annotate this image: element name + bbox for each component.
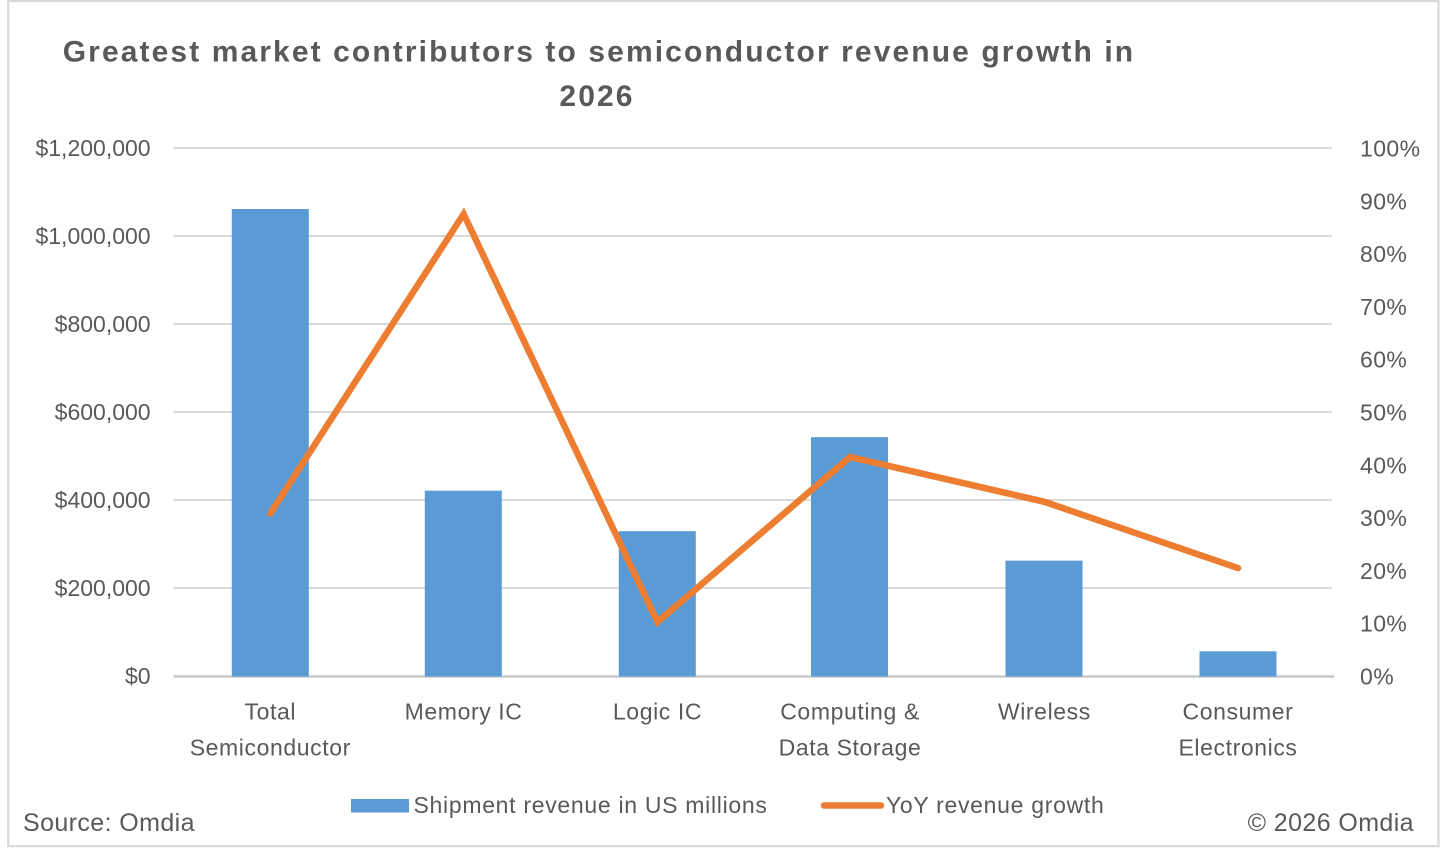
svg-text:YoY revenue growth: YoY revenue growth <box>886 792 1104 818</box>
svg-text:Shipment revenue in US million: Shipment revenue in US millions <box>414 792 768 818</box>
svg-text:0%: 0% <box>1360 664 1394 690</box>
svg-text:Greatest market contributors t: Greatest market contributors to semicond… <box>63 36 1135 69</box>
svg-text:Source: Omdia: Source: Omdia <box>23 809 195 837</box>
svg-text:$1,200,000: $1,200,000 <box>35 135 150 161</box>
svg-text:© 2026 Omdia: © 2026 Omdia <box>1248 809 1414 837</box>
svg-text:Electronics: Electronics <box>1178 735 1297 761</box>
svg-text:Semiconductor: Semiconductor <box>190 735 351 761</box>
svg-text:$800,000: $800,000 <box>55 311 151 337</box>
svg-text:$0: $0 <box>125 663 151 689</box>
svg-text:$600,000: $600,000 <box>55 399 151 425</box>
svg-text:100%: 100% <box>1360 136 1420 162</box>
svg-text:Wireless: Wireless <box>998 699 1091 725</box>
svg-text:2026: 2026 <box>559 80 634 113</box>
svg-text:Computing &: Computing & <box>780 699 920 725</box>
svg-text:50%: 50% <box>1360 400 1407 426</box>
svg-text:20%: 20% <box>1360 558 1407 584</box>
svg-text:$200,000: $200,000 <box>55 575 151 601</box>
svg-text:$1,000,000: $1,000,000 <box>35 223 150 249</box>
svg-text:70%: 70% <box>1360 294 1407 320</box>
svg-text:Total: Total <box>245 699 297 725</box>
svg-text:Data Storage: Data Storage <box>779 735 922 761</box>
svg-text:80%: 80% <box>1360 241 1407 267</box>
svg-text:40%: 40% <box>1360 452 1407 478</box>
svg-text:90%: 90% <box>1360 188 1407 214</box>
svg-text:Consumer: Consumer <box>1183 699 1294 725</box>
svg-text:Logic IC: Logic IC <box>613 699 702 725</box>
svg-text:30%: 30% <box>1360 505 1407 531</box>
svg-text:Memory IC: Memory IC <box>405 699 523 725</box>
svg-text:60%: 60% <box>1360 347 1407 373</box>
svg-text:$400,000: $400,000 <box>55 487 151 513</box>
svg-text:10%: 10% <box>1360 611 1407 637</box>
